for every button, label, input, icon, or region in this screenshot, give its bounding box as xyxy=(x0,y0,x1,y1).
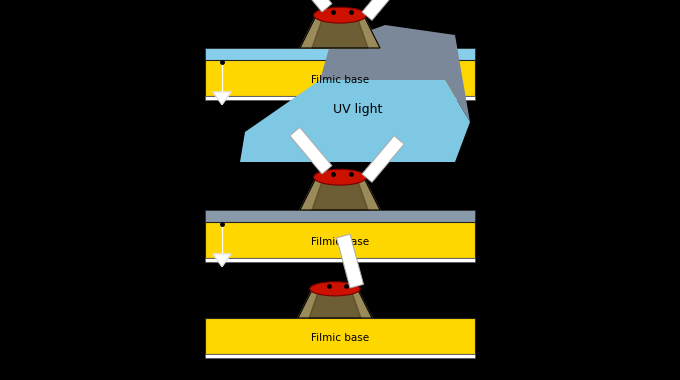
Polygon shape xyxy=(213,92,231,104)
Ellipse shape xyxy=(313,169,367,185)
Ellipse shape xyxy=(310,282,360,296)
Bar xyxy=(205,258,475,262)
Ellipse shape xyxy=(313,7,367,23)
Bar xyxy=(205,60,475,96)
Polygon shape xyxy=(290,127,332,174)
Bar xyxy=(205,318,475,354)
Polygon shape xyxy=(298,286,372,318)
Text: UV light: UV light xyxy=(333,103,383,117)
Bar xyxy=(205,354,475,358)
Polygon shape xyxy=(320,25,470,122)
Text: Filmic base: Filmic base xyxy=(311,237,369,247)
Polygon shape xyxy=(300,174,380,210)
Polygon shape xyxy=(312,174,368,210)
Bar xyxy=(205,48,475,60)
Bar xyxy=(205,96,475,100)
Polygon shape xyxy=(312,12,368,48)
Polygon shape xyxy=(337,234,364,288)
Polygon shape xyxy=(300,12,380,48)
Polygon shape xyxy=(309,286,361,318)
Polygon shape xyxy=(362,136,404,182)
Text: Filmic base: Filmic base xyxy=(311,75,369,85)
Polygon shape xyxy=(213,254,231,267)
Polygon shape xyxy=(362,0,404,21)
Polygon shape xyxy=(240,80,470,162)
Polygon shape xyxy=(290,0,332,12)
Bar xyxy=(205,222,475,258)
Text: Filmic base: Filmic base xyxy=(311,333,369,343)
Bar xyxy=(205,210,475,222)
